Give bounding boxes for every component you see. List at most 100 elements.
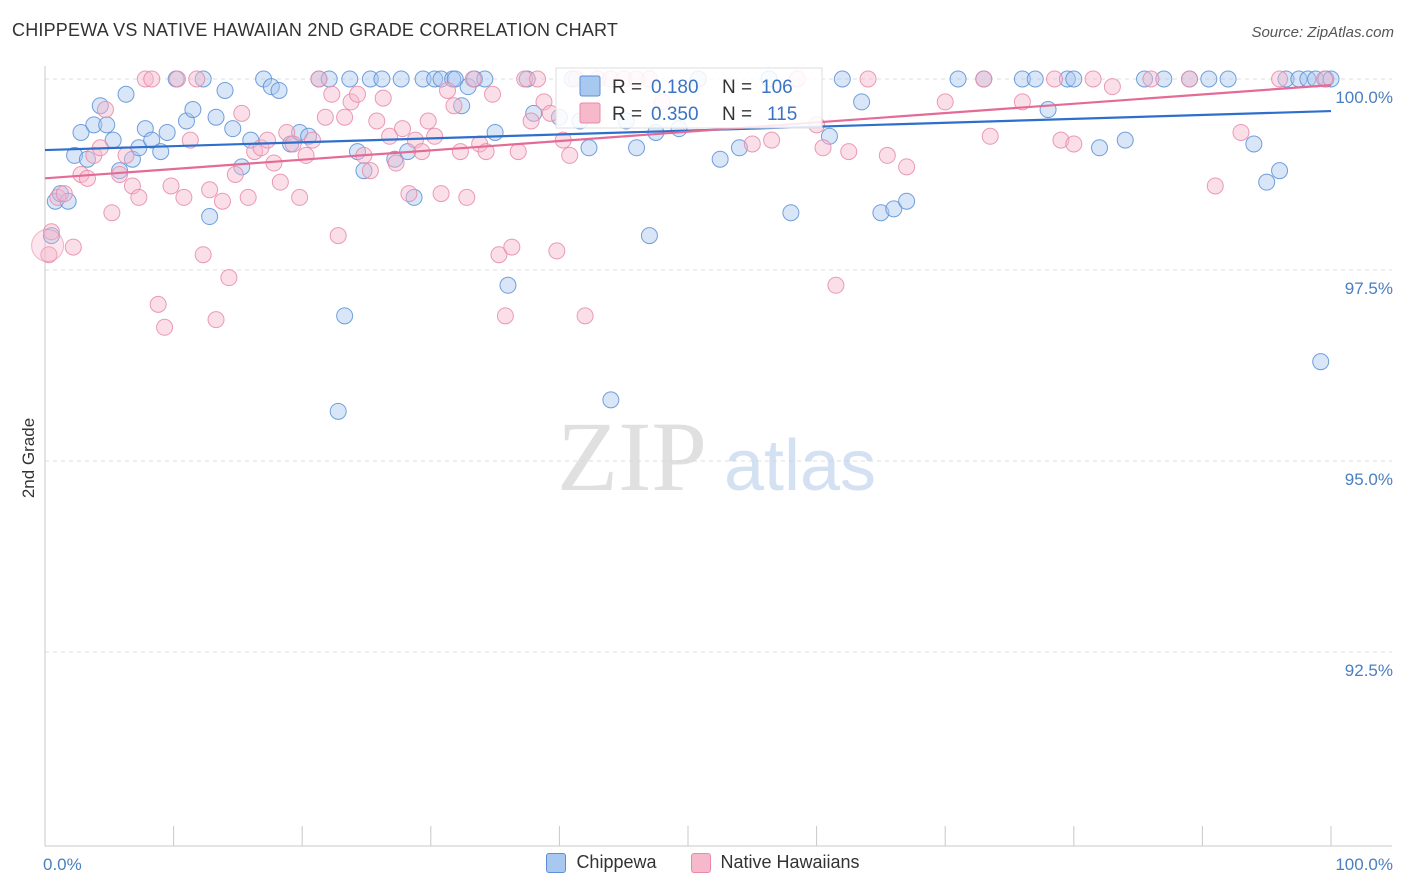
data-points xyxy=(31,70,1340,420)
hawaiian-point xyxy=(1316,70,1334,88)
hawaiian-point xyxy=(400,185,418,203)
hawaiian-point xyxy=(207,311,225,329)
chippewa-point xyxy=(59,192,77,210)
chippewa-point xyxy=(143,131,161,149)
chippewa-point xyxy=(98,116,116,134)
series-legend: Chippewa Native Hawaiians xyxy=(0,852,1406,873)
hawaiian-point xyxy=(509,143,527,161)
hawaiian-point xyxy=(548,242,566,260)
stats-legend: R = 0.180 N = 106 R = 0.350 N = 115 xyxy=(555,67,823,129)
legend-r-value-hawaiian: 0.350 xyxy=(651,104,699,125)
chippewa-point xyxy=(885,200,903,218)
legend-r-label-chippewa: R = xyxy=(612,77,642,98)
chippewa-point xyxy=(853,93,871,111)
chippewa-point xyxy=(72,123,90,141)
chippewa-point xyxy=(158,123,176,141)
legend-r-value-chippewa: 0.180 xyxy=(651,77,699,98)
hawaiian-point xyxy=(1065,135,1083,153)
y-tick-label: 100.0% xyxy=(1335,88,1393,107)
hawaiian-point xyxy=(859,70,877,88)
hawaiian-point xyxy=(96,101,114,119)
chippewa-point xyxy=(1013,70,1031,88)
hawaiian-point xyxy=(40,246,58,264)
watermark-atlas: atlas xyxy=(724,426,876,506)
chippewa-point xyxy=(85,116,103,134)
watermark-zip: ZIP xyxy=(557,401,707,512)
hawaiian-point xyxy=(464,70,482,88)
hawaiian-point xyxy=(1181,70,1199,88)
hawaiian-point xyxy=(387,154,405,172)
chippewa-point xyxy=(1058,70,1076,88)
chippewa-point xyxy=(640,227,658,245)
hawaiian-point xyxy=(419,112,437,130)
hawaiian-point xyxy=(303,131,321,149)
hawaiian-trend-line xyxy=(44,84,1332,180)
chippewa-point xyxy=(341,70,359,88)
legend-label: Native Hawaiians xyxy=(720,852,860,872)
hawaiian-point xyxy=(936,93,954,111)
hawaiian-point xyxy=(226,166,244,183)
x-tick-label: 100.0% xyxy=(1335,855,1393,874)
hawaiian-point xyxy=(310,70,328,88)
hawaiian-point xyxy=(233,104,251,122)
legend-item-native-hawaiians[interactable]: Native Hawaiians xyxy=(690,852,860,873)
chippewa-point xyxy=(426,70,444,88)
hawaiian-point xyxy=(329,227,347,245)
chippewa-point xyxy=(1258,173,1276,191)
hawaiian-point xyxy=(181,131,199,149)
chippewa-trend-line xyxy=(44,109,1332,152)
hawaiian-point xyxy=(451,143,469,161)
hawaiian-point xyxy=(55,185,73,203)
axes: 100.0% 97.5% 95.0% 92.5% 0.0% 100.0% xyxy=(43,66,1393,874)
legend-swatch-hawaiian xyxy=(579,102,601,124)
y-tick-label: 92.5% xyxy=(1345,661,1393,680)
legend-n-label-chippewa: N = xyxy=(722,77,752,98)
legend-swatch xyxy=(546,852,567,873)
legend-item-chippewa[interactable]: Chippewa xyxy=(546,852,657,873)
chippewa-point xyxy=(1200,70,1218,88)
chippewa-point xyxy=(730,139,748,157)
hawaiian-point xyxy=(143,70,161,88)
hawaiian-point xyxy=(64,238,82,256)
hawaiian-point xyxy=(529,70,547,88)
hawaiian-point xyxy=(439,81,457,99)
chippewa-point xyxy=(1277,70,1295,88)
legend-n-value-hawaiian: 115 xyxy=(767,104,797,125)
chippewa-point xyxy=(1116,131,1134,149)
hawaiian-point xyxy=(374,89,392,107)
chippewa-point xyxy=(872,204,890,222)
chippewa-point xyxy=(1065,70,1083,88)
legend-n-value-chippewa: 106 xyxy=(761,77,793,98)
hawaiian-point xyxy=(194,246,212,264)
hawaiian-point xyxy=(175,188,193,206)
chippewa-point xyxy=(194,70,212,88)
hawaiian-point xyxy=(78,169,96,187)
legend-r-label-hawaiian: R = xyxy=(612,104,642,125)
chippewa-point xyxy=(628,139,646,157)
chippewa-point xyxy=(602,391,620,409)
hawaiian-point xyxy=(130,188,148,206)
hawaiian-point xyxy=(1206,177,1224,195)
hawaiian-point xyxy=(361,162,379,180)
chippewa-point xyxy=(1136,70,1154,88)
hawaiian-point xyxy=(878,146,896,164)
chippewa-point xyxy=(224,120,242,138)
chippewa-point xyxy=(898,192,916,210)
hawaiian-point xyxy=(445,97,463,115)
y-tick-label: 97.5% xyxy=(1345,279,1393,298)
hawaiian-point xyxy=(743,135,761,153)
legend-n-label-hawaiian: N = xyxy=(722,104,752,125)
chippewa-point xyxy=(117,85,135,103)
hawaiian-point xyxy=(168,70,186,88)
hawaiian-point xyxy=(503,238,521,256)
hawaiian-point xyxy=(220,269,238,287)
hawaiian-point xyxy=(117,146,135,164)
hawaiian-point xyxy=(284,135,302,153)
chippewa-point xyxy=(329,402,347,420)
chippewa-point xyxy=(949,70,967,88)
chippewa-point xyxy=(711,150,729,168)
hawaiian-point xyxy=(368,112,386,130)
chippewa-point xyxy=(1322,70,1340,88)
hawaiian-point xyxy=(1052,131,1070,149)
hawaiian-point xyxy=(1046,70,1064,88)
